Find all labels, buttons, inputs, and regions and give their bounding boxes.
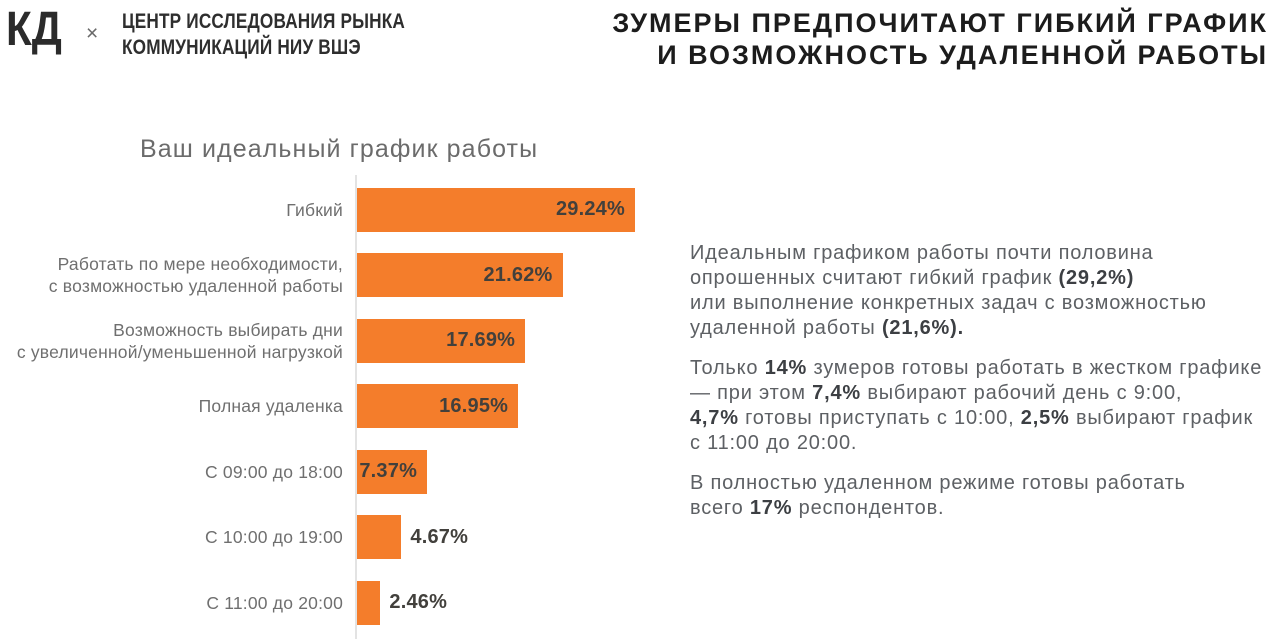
summary-text: удаленной работы (690, 317, 882, 339)
bar-value-label: 17.69% (446, 329, 516, 351)
bar-value-label: 16.95% (439, 394, 509, 417)
summary-text: всего (690, 497, 750, 519)
bar-category-label: С 09:00 до 18:00 (205, 461, 343, 482)
bar: 7.37% (357, 449, 428, 494)
bar: 21.62% (357, 253, 563, 297)
bar-row: Возможность выбирать дни с увеличенной/у… (0, 318, 1280, 363)
summary-text: выбирают график (1069, 407, 1254, 429)
summary-text: Идеальным графиком работы почти половина (690, 242, 1154, 264)
bar-category-label: Полная удаленка (198, 396, 343, 416)
summary-text: респондентов. (792, 497, 945, 519)
summary-text: опрошенных считают гибкий график (690, 267, 1059, 289)
bar: 29.24% (357, 187, 635, 232)
bar-row: С 10:00 до 19:00 4.67% (0, 515, 1280, 559)
summary-highlight: 4,7% (690, 407, 739, 429)
bar (357, 515, 402, 559)
bar-category-label: Работать по мере необходимости, с возмож… (48, 254, 343, 296)
summary-highlight: 14% (764, 357, 808, 379)
chart-title: Ваш идеальный график работы (140, 135, 539, 163)
summary-text: или выполнение конкретных задач с возмож… (690, 292, 1207, 314)
summary-text: готовы приступать с 10:00, (738, 407, 1021, 429)
summary-text: с 11:00 до 20:00. (690, 432, 858, 454)
bar-row: С 09:00 до 18:00 7.37% (0, 449, 1280, 494)
bar-category-label: С 11:00 до 20:00 (206, 592, 343, 613)
bar-category-label: Возможность выбирать дни с увеличенной/у… (16, 319, 343, 362)
summary-text: Только (690, 357, 765, 379)
bar-value-label: 2.46% (389, 591, 448, 613)
bar (357, 580, 381, 625)
summary-highlight: 17% (749, 497, 793, 519)
bar: 16.95% (357, 384, 519, 428)
logo-x-icon: × (86, 22, 99, 45)
bar-category-label: С 10:00 до 19:00 (205, 527, 343, 547)
summary-paragraph: Только 14% зумеров готовы работать в жес… (690, 356, 1275, 456)
summary-highlight: (21,6%). (881, 317, 964, 339)
bar: 17.69% (357, 318, 526, 363)
summary-paragraph: В полностью удаленном режиме готовы рабо… (690, 471, 1275, 521)
bar-category-label: Гибкий (286, 199, 343, 220)
summary-highlight: 7,4% (812, 382, 861, 404)
page-title: ЗУМЕРЫ ПРЕДПОЧИТАЮТ ГИБКИЙ ГРАФИК И ВОЗМ… (612, 8, 1268, 70)
bar-value-label: 7.37% (359, 460, 418, 482)
bar-value-label: 4.67% (410, 525, 469, 548)
summary-highlight: (29,2%) (1058, 267, 1135, 289)
bar-value-label: 29.24% (555, 198, 625, 220)
summary-text: зумеров готовы работать в жестком график… (807, 357, 1263, 379)
summary-text: — при этом (690, 382, 813, 404)
bar-row: С 11:00 до 20:00 2.46% (0, 580, 1280, 625)
summary-paragraph: Идеальным графиком работы почти половина… (690, 241, 1275, 341)
bar-row: Работать по мере необходимости, с возмож… (0, 253, 1280, 297)
bar-value-label: 21.62% (483, 263, 553, 286)
chart-axis-baseline (355, 175, 357, 639)
summary-highlight: 2,5% (1020, 407, 1070, 429)
summary-text: выбирают рабочий день с 9:00, (860, 382, 1183, 404)
logo-org-name: ЦЕНТР ИССЛЕДОВАНИЯ РЫНКА КОММУНИКАЦИЙ НИ… (122, 10, 405, 59)
bar-row: Полная удаленка 16.95% (0, 384, 1280, 428)
logo-kd: КД (6, 3, 62, 56)
summary-text: В полностью удаленном режиме готовы рабо… (690, 472, 1186, 494)
summary-text-block: Идеальным графиком работы почти половина… (690, 241, 1275, 536)
bar-row: Гибкий 29.24% (0, 187, 1280, 232)
